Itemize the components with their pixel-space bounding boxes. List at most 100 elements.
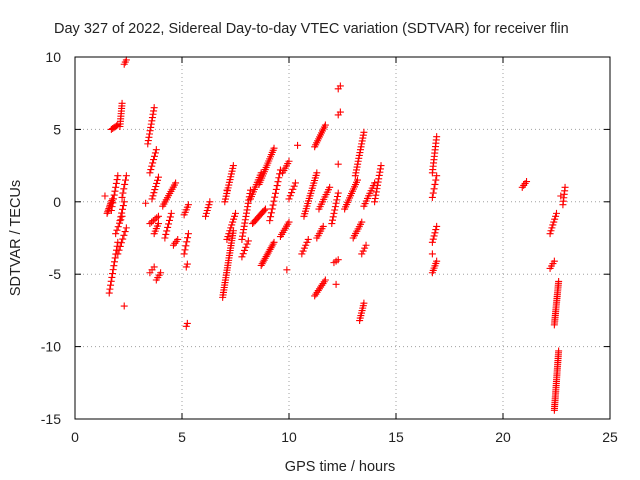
data-point — [108, 203, 116, 211]
data-point — [290, 182, 298, 190]
data-point — [240, 246, 248, 254]
data-point — [148, 218, 156, 226]
data-point — [150, 263, 158, 271]
data-point — [375, 171, 383, 179]
data-point — [329, 216, 337, 224]
data-point — [147, 123, 155, 131]
data-point — [315, 285, 323, 293]
data-point — [106, 285, 114, 293]
axis-ticks — [74, 56, 611, 420]
data-point — [105, 289, 113, 297]
data-point — [302, 241, 310, 249]
data-point — [354, 160, 362, 168]
data-point — [274, 178, 282, 186]
data-point — [108, 273, 116, 281]
data-point — [109, 199, 117, 207]
data-point — [268, 205, 276, 213]
data-point — [172, 179, 180, 187]
data-point — [294, 141, 302, 149]
data-point — [432, 176, 440, 184]
data-point — [206, 198, 214, 206]
data-point — [117, 239, 125, 247]
data-point — [114, 223, 122, 231]
data-point — [144, 140, 152, 148]
data-point — [121, 228, 129, 236]
data-point — [355, 151, 363, 159]
data-point — [223, 235, 231, 243]
data-point — [431, 180, 439, 188]
data-point — [272, 185, 280, 193]
data-point — [319, 222, 327, 230]
data-point — [149, 217, 157, 225]
x-tick-label: 15 — [388, 429, 404, 445]
data-point — [428, 250, 436, 258]
data-point — [430, 232, 438, 240]
x-tick-labels: 0 5 10 15 20 25 — [71, 429, 618, 445]
data-point — [227, 224, 235, 232]
data-point — [356, 146, 364, 154]
data-point — [285, 218, 293, 226]
data-point — [165, 216, 173, 224]
data-point — [355, 154, 363, 162]
data-point — [272, 189, 280, 197]
data-point — [433, 172, 441, 180]
data-point — [243, 206, 251, 214]
data-point — [373, 185, 381, 193]
data-point — [145, 133, 153, 141]
data-point — [260, 256, 268, 264]
data-point — [265, 247, 273, 255]
data-point — [311, 292, 319, 300]
data-point — [332, 199, 340, 207]
data-point — [352, 166, 360, 174]
data-point — [433, 222, 441, 230]
data-point — [358, 140, 366, 148]
data-point — [151, 186, 159, 194]
data-point — [151, 149, 159, 157]
data-point — [240, 226, 248, 234]
data-point — [239, 229, 247, 237]
data-point — [113, 176, 121, 184]
data-point — [116, 217, 124, 225]
data-point — [548, 224, 556, 232]
data-point — [204, 204, 212, 212]
y-axis-label: SDTVAR / TECUs — [8, 180, 24, 296]
data-point — [245, 196, 253, 204]
data-point — [120, 198, 128, 206]
data-point — [371, 195, 379, 203]
data-point — [285, 157, 293, 165]
data-point — [205, 201, 213, 209]
data-point — [122, 56, 130, 64]
data-point — [372, 191, 380, 199]
data-point — [275, 174, 283, 182]
y-tick-label: -5 — [49, 266, 62, 282]
data-point — [273, 182, 281, 190]
data-point — [276, 170, 284, 178]
data-point — [148, 162, 156, 170]
data-point — [304, 235, 312, 243]
data-point — [103, 209, 111, 217]
data-point — [240, 222, 248, 230]
data-point — [549, 221, 557, 229]
data-point — [109, 270, 117, 278]
data-point — [246, 186, 254, 194]
data-point — [122, 224, 130, 232]
data-point — [239, 250, 247, 258]
data-point — [547, 227, 555, 235]
data-point — [303, 238, 311, 246]
data-point — [430, 185, 438, 193]
data-point — [154, 212, 162, 220]
data-point — [182, 322, 190, 330]
data-point — [146, 127, 154, 135]
data-point — [152, 182, 160, 190]
data-point — [264, 249, 272, 257]
data-point — [375, 175, 383, 183]
data-point — [286, 192, 294, 200]
data-point — [118, 193, 126, 201]
data-point — [376, 165, 384, 173]
data-points — [101, 56, 569, 414]
data-point — [361, 244, 369, 252]
data-point — [114, 250, 122, 258]
data-point — [433, 133, 441, 141]
data-point — [149, 192, 157, 200]
